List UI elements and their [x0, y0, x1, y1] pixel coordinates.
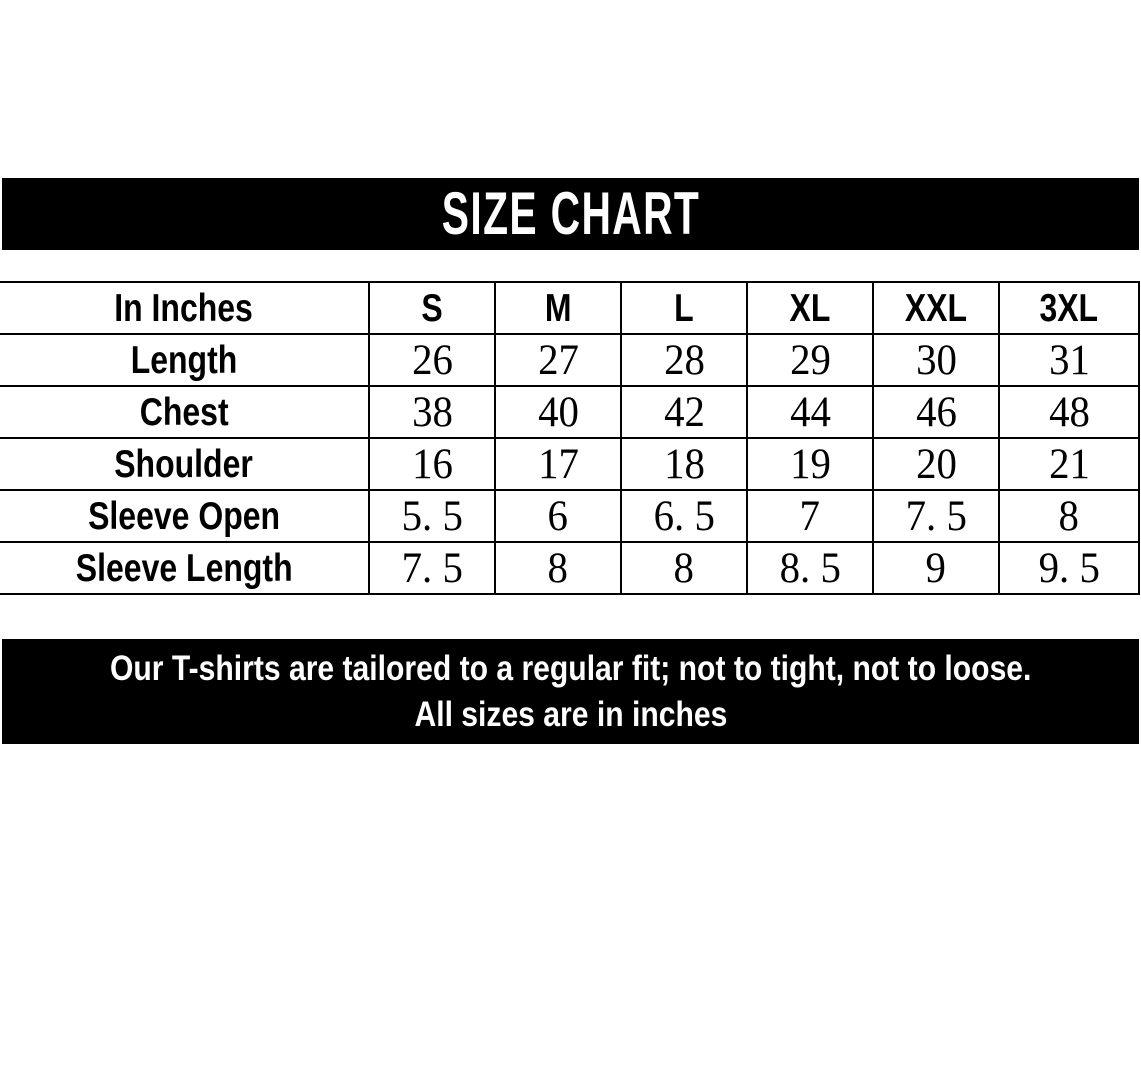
value-cell-text: 31	[1048, 336, 1090, 384]
value-cell-text: 17	[537, 440, 579, 488]
footer-note-line-1: Our T-shirts are tailored to a regular f…	[109, 648, 1032, 688]
value-cell: 27	[494, 333, 622, 387]
value-cell-text: 8	[673, 544, 695, 592]
value-cell-text: 18	[663, 440, 705, 488]
size-header-cell-s: S	[368, 281, 496, 335]
value-cell: 6. 5	[620, 489, 748, 543]
row-label-cell-sleeve-open: Sleeve Open	[0, 489, 370, 543]
value-cell-text: 6. 5	[653, 492, 715, 540]
size-header-cell-xxl: XXL	[872, 281, 1000, 335]
value-cell-text: 38	[411, 388, 453, 436]
row-label-cell-length: Length	[0, 333, 370, 387]
size-header-cell-m: M	[494, 281, 622, 335]
value-cell-text: 6	[547, 492, 569, 540]
value-cell: 19	[746, 437, 874, 491]
value-cell: 48	[998, 385, 1140, 439]
value-cell: 21	[998, 437, 1140, 491]
unit-header-cell: In Inches	[0, 281, 370, 335]
table-row: Sleeve Open 5. 5 6 6. 5 7 7. 5 8	[0, 489, 1140, 543]
size-header-cell-xxl-text: XXL	[904, 286, 968, 330]
value-cell: 28	[620, 333, 748, 387]
size-header-cell-l-text: L	[674, 286, 694, 330]
table-row: Sleeve Length 7. 5 8 8 8. 5 9 9. 5	[0, 541, 1140, 595]
title-banner: SIZE CHART	[2, 178, 1139, 250]
value-cell: 30	[872, 333, 1000, 387]
row-label-cell-shoulder-text: Shoulder	[114, 442, 254, 486]
value-cell-text: 28	[663, 336, 705, 384]
value-cell-text: 46	[915, 388, 957, 436]
value-cell: 16	[368, 437, 496, 491]
size-header-cell-xl-text: XL	[789, 286, 831, 330]
value-cell: 8	[620, 541, 748, 595]
row-label-cell-chest: Chest	[0, 385, 370, 439]
value-cell-text: 26	[411, 336, 453, 384]
row-label-cell-sleeve-length: Sleeve Length	[0, 541, 370, 595]
value-cell-text: 48	[1048, 388, 1090, 436]
size-header-cell-xl: XL	[746, 281, 874, 335]
value-cell: 8. 5	[746, 541, 874, 595]
value-cell: 44	[746, 385, 874, 439]
value-cell-text: 44	[789, 388, 831, 436]
value-cell-text: 9	[925, 544, 947, 592]
row-label-cell-sleeve-open-text: Sleeve Open	[88, 494, 280, 538]
size-chart-title: SIZE CHART	[441, 180, 700, 247]
row-label-cell-length-text: Length	[130, 338, 238, 382]
value-cell: 8	[494, 541, 622, 595]
table-row: Shoulder 16 17 18 19 20 21	[0, 437, 1140, 491]
value-cell: 18	[620, 437, 748, 491]
footer-banner: Our T-shirts are tailored to a regular f…	[2, 639, 1139, 744]
value-cell-text: 20	[915, 440, 957, 488]
value-cell: 26	[368, 333, 496, 387]
value-cell: 17	[494, 437, 622, 491]
value-cell-text: 16	[411, 440, 453, 488]
footer-note-line-2: All sizes are in inches	[414, 695, 727, 735]
value-cell-text: 21	[1048, 440, 1090, 488]
value-cell-text: 27	[537, 336, 579, 384]
value-cell: 9	[872, 541, 1000, 595]
value-cell-text: 8	[1058, 492, 1080, 540]
value-cell: 7	[746, 489, 874, 543]
value-cell: 46	[872, 385, 1000, 439]
value-cell: 8	[998, 489, 1140, 543]
value-cell-text: 30	[915, 336, 957, 384]
value-cell: 38	[368, 385, 496, 439]
value-cell-text: 8. 5	[779, 544, 841, 592]
value-cell-text: 7. 5	[401, 544, 463, 592]
value-cell: 20	[872, 437, 1000, 491]
size-table-header: In Inches S M L XL XXL 3XL	[0, 281, 1140, 335]
value-cell: 7. 5	[368, 541, 496, 595]
size-header-cell-3xl: 3XL	[998, 281, 1140, 335]
value-cell-text: 29	[789, 336, 831, 384]
value-cell-text: 7. 5	[905, 492, 967, 540]
value-cell-text: 19	[789, 440, 831, 488]
value-cell: 40	[494, 385, 622, 439]
size-header-cell-3xl-text: 3XL	[1039, 286, 1099, 330]
value-cell-text: 42	[663, 388, 705, 436]
table-row: Chest 38 40 42 44 46 48	[0, 385, 1140, 439]
value-cell: 9. 5	[998, 541, 1140, 595]
row-label-cell-chest-text: Chest	[139, 390, 229, 434]
unit-header-cell-text: In Inches	[114, 286, 254, 330]
value-cell-text: 5. 5	[401, 492, 463, 540]
size-table: In Inches S M L XL XXL 3XL Length 26 27 28 29 30 31 C…	[0, 281, 1140, 595]
row-label-cell-sleeve-length-text: Sleeve Length	[75, 546, 293, 590]
value-cell: 6	[494, 489, 622, 543]
value-cell-text: 8	[547, 544, 569, 592]
size-header-cell-l: L	[620, 281, 748, 335]
value-cell-text: 40	[537, 388, 579, 436]
value-cell: 29	[746, 333, 874, 387]
size-table-body: Length 26 27 28 29 30 31 Chest 38 40 42 44 46 48 Shoul…	[0, 333, 1140, 595]
value-cell-text: 9. 5	[1038, 544, 1100, 592]
table-header-row: In Inches S M L XL XXL 3XL	[0, 281, 1140, 335]
value-cell: 7. 5	[872, 489, 1000, 543]
table-row: Length 26 27 28 29 30 31	[0, 333, 1140, 387]
size-header-cell-s-text: S	[421, 286, 443, 330]
value-cell-text: 7	[799, 492, 821, 540]
size-header-cell-m-text: M	[544, 286, 572, 330]
value-cell: 31	[998, 333, 1140, 387]
row-label-cell-shoulder: Shoulder	[0, 437, 370, 491]
value-cell: 42	[620, 385, 748, 439]
value-cell: 5. 5	[368, 489, 496, 543]
